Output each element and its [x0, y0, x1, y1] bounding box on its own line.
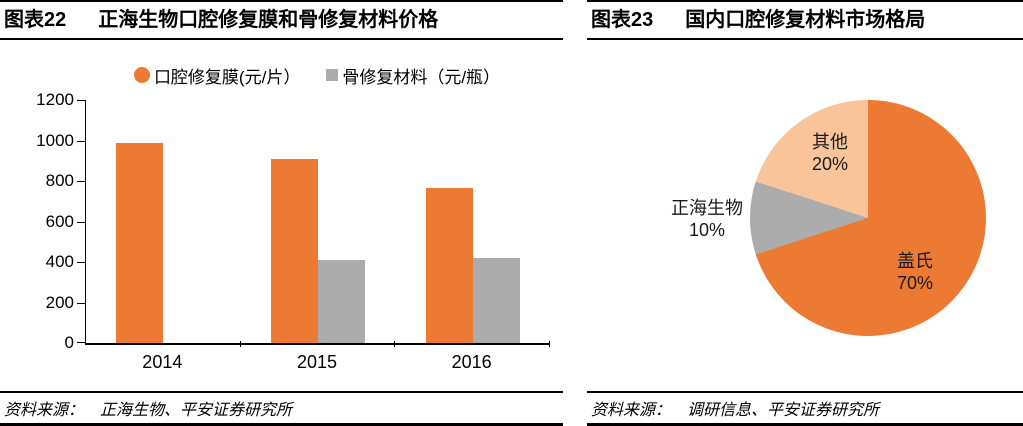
left-chart-title: 正海生物口腔修复膜和骨修复材料价格 — [98, 9, 439, 31]
y-tick-mark — [77, 100, 85, 101]
left-chart-index: 图表22 — [4, 9, 67, 31]
right-source-text: 调研信息、平安证券研究所 — [687, 402, 880, 419]
left-source-row: 资料来源： 正海生物、平安证券研究所 — [0, 391, 563, 426]
left-chart-header: 图表22 正海生物口腔修复膜和骨修复材料价格 — [0, 0, 563, 40]
y-tick-label-400: 400 — [45, 252, 74, 271]
pie-label-zhenghai-pct: 10% — [688, 220, 726, 240]
bar-chart-legend: 口腔修复膜(元/片） 骨修复材料（元/瓶） — [85, 62, 549, 88]
bar-plot-area — [77, 100, 550, 347]
y-tick-label-200: 200 — [45, 292, 74, 312]
pie-label-other-pct: 20% — [811, 154, 849, 174]
y-tick-mark — [77, 262, 85, 263]
pie-label-zhenghai-name: 正海生物 — [671, 198, 743, 218]
y-tick-label-800: 800 — [45, 171, 74, 190]
y-tick-mark — [77, 181, 85, 182]
right-chart-index: 图表23 — [591, 9, 654, 31]
pie-label-gaishi-name: 盖氏 — [897, 251, 933, 271]
pie-chart-panel: 图表23 国内口腔修复材料市场格局 其他 20% 正海生物 10% 盖氏 70%… — [587, 0, 1023, 426]
pie-label-other: 其他 20% — [812, 131, 848, 175]
bar-2014-series0 — [116, 142, 164, 343]
x-tick-mark — [549, 341, 550, 347]
x-tick-label-2014: 2014 — [142, 352, 183, 372]
right-source-row: 资料来源： 调研信息、平安证券研究所 — [587, 391, 1023, 426]
legend-item-membrane: 口腔修复膜(元/片） — [133, 63, 301, 88]
pie-label-zhenghai: 正海生物 10% — [671, 197, 743, 241]
left-source-prefix: 资料来源： — [4, 402, 85, 419]
y-tick-label-1200: 1200 — [36, 90, 74, 109]
y-tick-label-0: 0 — [64, 333, 74, 352]
y-tick-label-1000: 1000 — [36, 130, 74, 150]
y-tick-mark — [77, 140, 85, 142]
bar-2015-series0 — [271, 158, 318, 343]
bar-chart-panel: 图表22 正海生物口腔修复膜和骨修复材料价格 口腔修复膜(元/片） 骨修复材料（… — [0, 0, 563, 426]
legend-label-bone: 骨修复材料（元/瓶） — [342, 67, 501, 87]
bar-2016-series1 — [472, 257, 520, 343]
left-source-text: 正海生物、平安证券研究所 — [100, 402, 293, 419]
pie-label-other-name: 其他 — [812, 132, 848, 152]
x-tick-mark — [394, 341, 396, 347]
x-tick-mark — [239, 341, 241, 347]
legend-label-membrane: 口腔修复膜(元/片） — [153, 67, 301, 87]
x-axis-tick-labels: 2014 2015 2016 — [85, 352, 549, 374]
bar-2016-series0 — [425, 188, 473, 343]
pie-chart — [750, 100, 986, 336]
x-tick-label-2016: 2016 — [451, 352, 492, 372]
bar-2015-series1 — [318, 259, 365, 343]
orange-circle-legend-icon — [133, 67, 150, 83]
y-axis-tick-labels: 0 200 400 600 800 1000 1200 — [0, 91, 76, 352]
x-tick-label-2015: 2015 — [296, 352, 338, 372]
y-tick-label-600: 600 — [45, 211, 74, 231]
gray-square-legend-icon — [326, 69, 339, 81]
right-chart-header: 图表23 国内口腔修复材料市场格局 — [587, 0, 1023, 40]
y-tick-mark — [77, 221, 85, 223]
y-tick-mark — [77, 302, 85, 304]
right-source-prefix: 资料来源： — [591, 402, 672, 419]
pie-label-gaishi-pct: 70% — [896, 273, 934, 293]
pie-label-gaishi: 盖氏 70% — [897, 250, 933, 294]
legend-item-bone: 骨修复材料（元/瓶） — [326, 63, 500, 88]
right-chart-title: 国内口腔修复材料市场格局 — [685, 9, 926, 31]
y-tick-mark — [77, 342, 85, 343]
